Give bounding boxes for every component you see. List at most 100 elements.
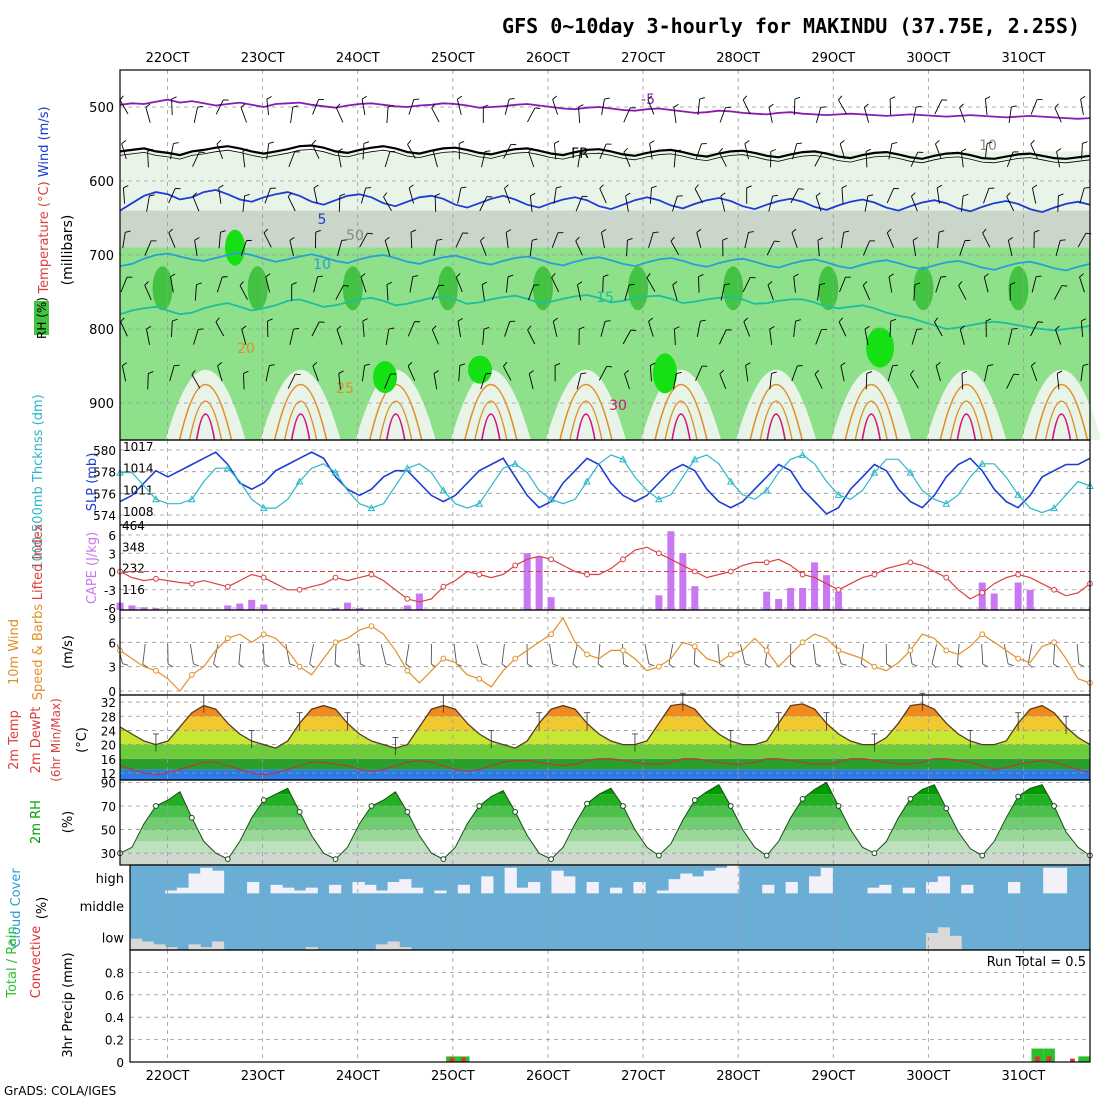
panel-label: Speed & Barbs	[31, 604, 46, 701]
wind-barb	[1030, 361, 1038, 382]
panel-label: (%)	[35, 897, 50, 920]
wind-barb	[792, 142, 803, 160]
wind-barb	[191, 369, 201, 389]
series-point	[260, 631, 267, 638]
wind-barb	[1079, 187, 1090, 204]
series-point	[620, 556, 626, 563]
cloud-high-bar	[528, 882, 541, 894]
surface-wind-barb	[476, 644, 488, 666]
cloud-low-bar	[188, 944, 201, 950]
series-point	[1051, 639, 1057, 646]
wind-barb	[266, 96, 272, 116]
wind-barb	[241, 325, 247, 345]
surface-wind-barb	[1027, 644, 1033, 669]
y-tick-label: 500	[89, 101, 114, 116]
wind-barb	[242, 193, 250, 212]
wind-barb	[984, 141, 993, 160]
cape-bar	[140, 607, 148, 610]
y-tick-label: 0.6	[105, 989, 124, 1003]
wind-barb	[936, 184, 943, 204]
x-tick-label-bottom: 22OCT	[146, 1069, 190, 1084]
cloud-high-bar	[399, 879, 412, 894]
cape-label: CAPE (J/kg)	[85, 532, 100, 604]
x-tick-label-top: 26OCT	[526, 51, 570, 66]
cloud-high-bar	[457, 884, 471, 894]
cape-bar	[679, 553, 687, 610]
series-point	[726, 477, 735, 485]
cape-bar	[248, 599, 256, 610]
precip-convective-bar	[1046, 1056, 1052, 1062]
cloud-high-bar	[375, 890, 389, 894]
wind-barb	[961, 370, 968, 390]
x-tick-label-bottom: 29OCT	[811, 1069, 855, 1084]
wind-barb	[386, 104, 394, 124]
isotherm-20	[273, 383, 328, 441]
series-point	[512, 562, 519, 569]
wind-barb	[289, 236, 295, 257]
surface-wind-barb	[812, 644, 822, 667]
wind-barb	[720, 283, 730, 301]
surface-wind-barb	[358, 643, 366, 667]
wind-barb	[959, 325, 965, 345]
cloud-high-bar	[305, 887, 318, 894]
x-tick-label-bottom: 23OCT	[241, 1069, 285, 1084]
wind-barb	[793, 96, 801, 116]
wind-barb	[769, 371, 777, 390]
saturated-blob	[468, 355, 492, 384]
wind-barb	[937, 230, 945, 249]
wind-barb	[1006, 373, 1020, 389]
wind-barb	[482, 104, 489, 123]
contour-label: 5	[318, 212, 327, 228]
cloud-high-bar	[762, 884, 775, 894]
cape-bar	[823, 575, 831, 610]
surface-wind-barb	[644, 644, 655, 667]
rh2m-label: 2m RH	[29, 800, 44, 844]
thickness-line	[120, 454, 1091, 514]
wind-barb	[696, 319, 706, 337]
cape-bar	[344, 602, 352, 610]
precip-convective-bar	[1070, 1058, 1075, 1062]
wind-barb	[1031, 275, 1042, 293]
wind-barb	[622, 329, 637, 345]
y-tick-label: 24	[101, 724, 116, 738]
x-tick-label-bottom: 30OCT	[906, 1069, 950, 1084]
surface-wind-barb	[572, 644, 578, 669]
wind-barb	[984, 364, 994, 382]
isotherm-FR-double	[119, 149, 1091, 164]
isotherm-25	[379, 400, 413, 441]
wind-barb	[865, 371, 872, 390]
cloud-high-bar	[820, 867, 833, 894]
wind-barb	[1006, 192, 1015, 212]
isotherm-30	[481, 413, 501, 441]
cape-bar	[128, 605, 136, 610]
wind-barb	[745, 362, 751, 382]
wind-barb	[695, 365, 708, 381]
precip-convective-bar	[449, 1057, 455, 1062]
li-label: Lifted Index	[31, 523, 46, 600]
isotherm-10	[119, 251, 1091, 272]
precip-total-label: Total / Rain	[5, 926, 20, 999]
isotherm-30	[195, 413, 216, 441]
wind-barb	[239, 281, 248, 300]
wind-barb	[554, 362, 561, 382]
surface-wind-barb	[213, 644, 219, 669]
wind-barb	[553, 140, 560, 160]
wind-barb	[384, 373, 396, 389]
surface-wind-barb	[668, 644, 674, 669]
series-point	[620, 647, 626, 654]
wind-barb	[838, 95, 847, 115]
isotherm-15	[119, 294, 1091, 332]
series-point	[799, 795, 806, 802]
saturated-blob	[373, 361, 397, 394]
cape-bar	[403, 605, 411, 610]
y-tick-label-right: 348	[122, 540, 145, 554]
x-tick-label-top: 30OCT	[906, 51, 950, 66]
wind-barb	[770, 149, 777, 168]
cloud-high-bar	[247, 882, 260, 894]
wind-barb	[336, 325, 343, 345]
wind-barb	[121, 362, 128, 382]
series-point	[188, 580, 195, 587]
surface-wind-barb	[981, 643, 989, 668]
isotherm-20	[939, 383, 994, 441]
wind-barb	[338, 370, 344, 390]
